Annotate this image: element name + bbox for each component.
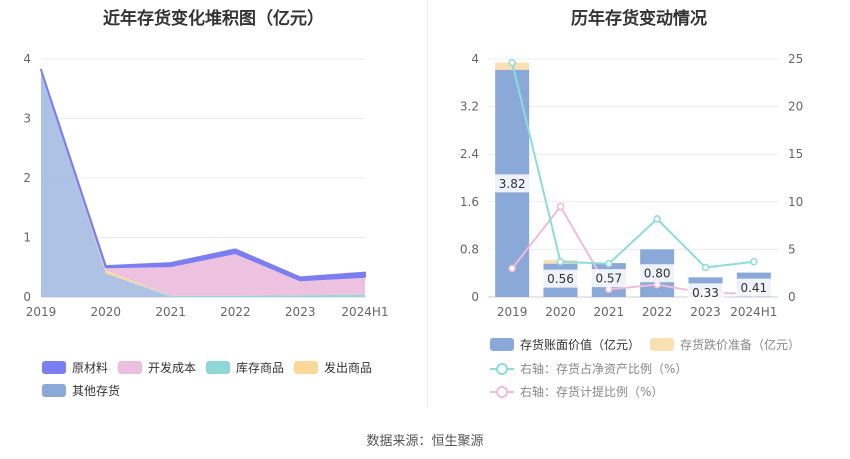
legend-swatch-ship bbox=[294, 361, 318, 374]
asset-ratio-point bbox=[750, 258, 758, 266]
left-y-tick-label: 4 bbox=[23, 52, 31, 66]
right-y2-tick-label: 20 bbox=[788, 100, 803, 114]
right-y-tick-label: 2.4 bbox=[460, 147, 479, 161]
right-x-tick-label: 2022 bbox=[642, 305, 673, 319]
provision-ratio-point bbox=[556, 202, 565, 211]
right-x-tick-label: 2020 bbox=[545, 305, 576, 319]
legend-swatch-impairment bbox=[650, 338, 674, 351]
legend-label-other: 其他存货 bbox=[72, 384, 121, 398]
right-x-tick-label: 2024H1 bbox=[730, 305, 777, 319]
left-x-tick-label: 2019 bbox=[26, 305, 57, 319]
right-y2-tick-label: 10 bbox=[788, 195, 803, 209]
legend-item-goods[interactable]: 库存商品 bbox=[206, 359, 284, 376]
right-x-tick-label: 2023 bbox=[690, 305, 721, 319]
left-x-tick-label: 2022 bbox=[220, 305, 251, 319]
left-x-tick-label: 2023 bbox=[285, 305, 316, 319]
legend-label-dev: 开发成本 bbox=[148, 361, 197, 375]
data-source: 数据来源：恒生聚源 bbox=[366, 434, 484, 449]
legend-swatch-goods bbox=[206, 361, 230, 374]
bar-value-label: 0.41 bbox=[740, 281, 767, 295]
legend-item-book-value[interactable]: 存货账面价值（亿元） bbox=[490, 336, 640, 353]
legend-swatch-book-value bbox=[490, 338, 514, 351]
right-y-tick-label: 3.2 bbox=[460, 100, 479, 114]
right-chart-title: 历年存货变动情况 bbox=[571, 9, 707, 29]
left-x-tick-label: 2020 bbox=[91, 305, 122, 319]
right-x-tick-label: 2021 bbox=[594, 305, 625, 319]
legend-label-provision: 右轴：存货计提比例（%） bbox=[520, 385, 664, 399]
legend-label-ratio: 右轴：存货占净资产比例（%） bbox=[520, 362, 688, 376]
right-y-tick-label: 0 bbox=[471, 290, 479, 304]
legend-marker-provision bbox=[490, 385, 514, 398]
bar-value-label: 0.57 bbox=[595, 272, 622, 286]
bar-label-bg bbox=[542, 269, 579, 288]
bar-label-bg bbox=[493, 174, 531, 193]
asset-ratio-point bbox=[556, 258, 565, 266]
legend-swatch-raw bbox=[42, 361, 66, 374]
right-y-tick-label: 1.6 bbox=[460, 195, 479, 209]
legend-item-ship[interactable]: 发出商品 bbox=[294, 359, 372, 376]
right-y2-tick-label: 15 bbox=[788, 147, 803, 161]
legend-label-book-value: 存货账面价值（亿元） bbox=[520, 338, 641, 352]
provision-ratio-point bbox=[508, 264, 516, 273]
right-x-tick-label: 2019 bbox=[497, 305, 528, 319]
asset-ratio-point bbox=[508, 59, 516, 67]
left-x-tick-label: 2024H1 bbox=[341, 305, 388, 319]
left-y-tick-label: 3 bbox=[23, 112, 31, 126]
left-y-tick-label: 0 bbox=[23, 290, 31, 304]
right-y-tick-label: 0.8 bbox=[460, 242, 479, 256]
bar-label-bg bbox=[590, 269, 628, 288]
panel-divider bbox=[427, 0, 428, 408]
legend-item-other[interactable]: 其他存货 bbox=[42, 382, 120, 399]
left-y-tick-label: 2 bbox=[23, 171, 31, 185]
right-y2-tick-label: 0 bbox=[788, 290, 796, 304]
legend-swatch-dev bbox=[118, 361, 142, 374]
bar-value-label: 0.56 bbox=[547, 272, 574, 286]
bar-label-bg bbox=[735, 278, 773, 297]
legend-label-goods: 库存商品 bbox=[236, 361, 285, 375]
asset-ratio-point bbox=[605, 259, 613, 268]
legend-label-impairment: 存货跌价准备（亿元） bbox=[680, 338, 801, 352]
left-x-tick-label: 2021 bbox=[155, 305, 186, 319]
legend-label-ship: 发出商品 bbox=[324, 361, 373, 375]
legend-swatch-other bbox=[42, 384, 66, 397]
asset-ratio-line bbox=[511, 62, 754, 269]
area-原材料 bbox=[40, 68, 366, 282]
legend-item-impairment[interactable]: 存货跌价准备（亿元） bbox=[650, 336, 800, 353]
bar-value-label: 3.82 bbox=[499, 177, 526, 191]
left-y-tick-label: 1 bbox=[23, 231, 31, 245]
right-y2-tick-label: 25 bbox=[788, 52, 803, 66]
right-y2-tick-label: 5 bbox=[788, 242, 796, 256]
asset-ratio-point bbox=[653, 215, 661, 223]
bar-value-label: 0.80 bbox=[644, 267, 671, 281]
left-chart-title: 近年存货变化堆积图（亿元） bbox=[103, 9, 324, 29]
right-y-tick-label: 4 bbox=[471, 52, 479, 66]
area-其他存货 bbox=[41, 69, 365, 297]
legend-item-dev[interactable]: 开发成本 bbox=[118, 359, 196, 376]
bar-label-bg bbox=[638, 264, 676, 283]
bar-label-bg bbox=[687, 283, 724, 302]
legend-item-ratio[interactable]: 右轴：存货占净资产比例（%） bbox=[490, 360, 687, 377]
provision-ratio-point bbox=[605, 285, 613, 294]
provision-ratio-point bbox=[653, 280, 661, 289]
legend-marker-ratio bbox=[490, 362, 514, 375]
bar-value-label: 0.33 bbox=[692, 286, 719, 300]
asset-ratio-point bbox=[701, 263, 710, 272]
legend-item-provision[interactable]: 右轴：存货计提比例（%） bbox=[490, 383, 663, 400]
legend-label-raw: 原材料 bbox=[72, 361, 109, 375]
legend-item-raw[interactable]: 原材料 bbox=[42, 359, 108, 376]
